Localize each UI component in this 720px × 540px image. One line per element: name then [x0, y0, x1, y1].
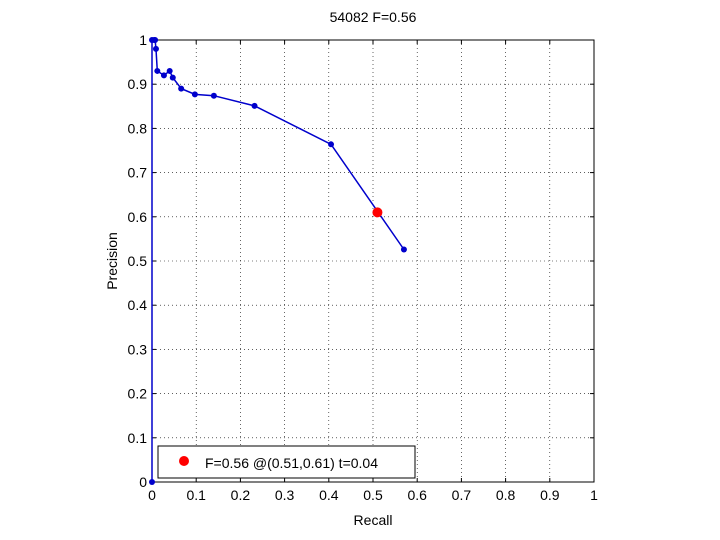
y-axis-label: Precision: [104, 232, 120, 290]
data-point: [178, 85, 185, 92]
x-tick-label: 0.1: [186, 487, 206, 503]
data-point: [328, 141, 335, 148]
x-tick-labels: 0 0.1 0.2 0.3 0.4 0.5 0.6 0.7 0.8 0.9 1: [148, 487, 598, 503]
legend-label: F=0.56 @(0.51,0.61) t=0.04: [205, 455, 378, 471]
data-point: [251, 102, 258, 109]
x-tick-label: 0.3: [275, 487, 295, 503]
data-point: [166, 67, 173, 74]
legend-marker: [179, 456, 189, 466]
legend: F=0.56 @(0.51,0.61) t=0.04: [157, 445, 416, 479]
chart-title: 54082 F=0.56: [330, 9, 417, 25]
highlight-group: [372, 207, 383, 218]
data-point: [154, 67, 161, 74]
best-f-point: [372, 207, 383, 218]
y-tick-label: 0.9: [128, 76, 148, 92]
data-point: [152, 45, 159, 52]
y-tick-label: 0.4: [128, 297, 148, 313]
x-tick-label: 0.6: [407, 487, 427, 503]
data-point: [149, 479, 155, 485]
x-tick-label: 1: [590, 487, 598, 503]
y-tick-label: 0.6: [128, 209, 148, 225]
y-tick-label: 0.8: [128, 120, 148, 136]
y-tick-label: 0.5: [128, 253, 148, 269]
data-point: [210, 92, 217, 99]
x-tick-label: 0.9: [540, 487, 560, 503]
x-tick-label: 0.2: [231, 487, 251, 503]
y-tick-label: 0: [139, 474, 147, 490]
x-axis-label: Recall: [354, 512, 393, 528]
data-point: [160, 72, 167, 79]
data-point: [169, 74, 176, 81]
data-point: [400, 246, 407, 253]
y-tick-labels: 0 0.1 0.2 0.3 0.4 0.5 0.6 0.7 0.8 0.9 1: [128, 32, 148, 490]
grid: [152, 40, 594, 482]
x-tick-label: 0.7: [452, 487, 472, 503]
series-group: [149, 37, 407, 485]
x-tick-label: 0.4: [319, 487, 339, 503]
y-tick-label: 0.7: [128, 165, 148, 181]
x-tick-label: 0.8: [496, 487, 516, 503]
x-tick-label: 0.5: [363, 487, 383, 503]
y-tick-label: 0.3: [128, 341, 148, 357]
y-tick-label: 0.2: [128, 386, 148, 402]
data-point: [191, 91, 198, 98]
data-point: [152, 37, 159, 43]
legend-box: [157, 445, 416, 479]
y-tick-label: 1: [139, 32, 147, 48]
y-tick-label: 0.1: [128, 430, 148, 446]
x-tick-label: 0: [148, 487, 156, 503]
